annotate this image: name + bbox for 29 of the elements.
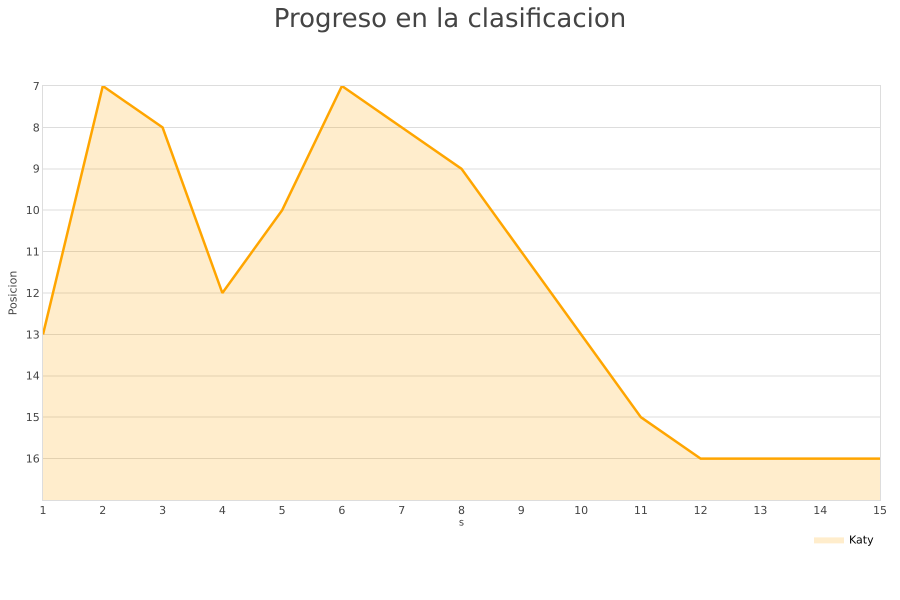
y-tick-label: 12 xyxy=(26,286,40,300)
x-tick-label: 1 xyxy=(40,504,46,518)
y-tick-label: 7 xyxy=(32,80,40,93)
x-tick-label: 14 xyxy=(813,504,828,518)
y-tick-label: 9 xyxy=(32,162,40,176)
y-tick-label: 14 xyxy=(26,370,40,383)
x-tick-label: 13 xyxy=(753,504,768,518)
x-tick-label: 4 xyxy=(218,504,226,518)
y-axis-title: Posicion xyxy=(6,270,20,316)
x-tick-label: 15 xyxy=(873,504,887,518)
y-tick-label: 15 xyxy=(26,411,40,424)
legend-label: Katy xyxy=(849,534,874,547)
y-tick-label: 16 xyxy=(26,452,40,466)
y-tick-label: 10 xyxy=(26,204,40,218)
x-tick-label: 7 xyxy=(398,504,406,518)
y-tick-label: 13 xyxy=(26,328,40,342)
x-tick-label: 10 xyxy=(574,504,588,518)
x-tick-label: 2 xyxy=(99,504,106,518)
x-tick-label: 8 xyxy=(458,504,465,518)
y-tick-label: 11 xyxy=(26,245,40,258)
x-axis-title: s xyxy=(458,518,464,529)
x-tick-label: 3 xyxy=(159,504,166,518)
x-tick-label: 6 xyxy=(338,504,346,518)
x-tick-label: 5 xyxy=(278,504,286,518)
x-tick-label: 11 xyxy=(634,504,648,518)
chart-title: Progreso en la clasificacion xyxy=(274,4,626,34)
x-tick-label: 9 xyxy=(518,504,525,518)
x-tick-label: 12 xyxy=(694,504,708,518)
y-tick-label: 8 xyxy=(32,121,40,134)
